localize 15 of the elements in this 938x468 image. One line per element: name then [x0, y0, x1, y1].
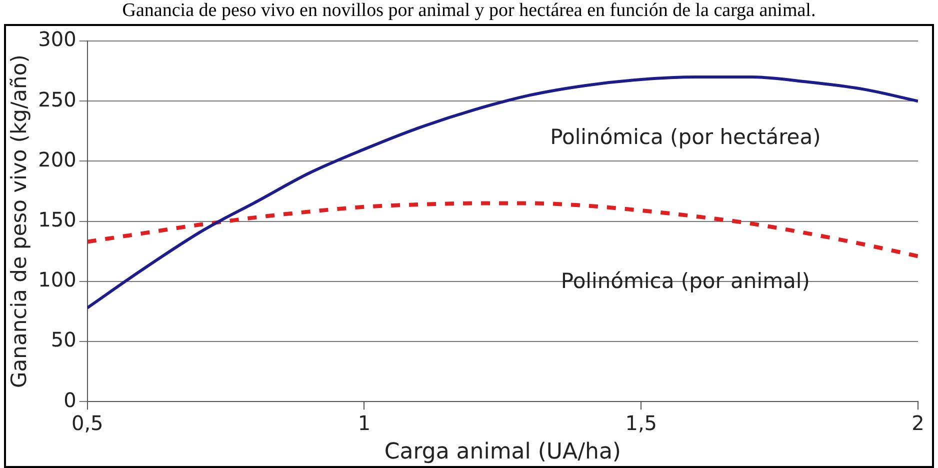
series-label: Polinómica (por hectárea)	[550, 124, 821, 149]
y-axis-title: Ganancia de peso vivo (kg/año)	[7, 54, 32, 388]
y-tick-label: 250	[38, 87, 76, 112]
y-tick-label: 300	[38, 27, 76, 52]
x-tick-label: 1	[358, 410, 371, 435]
y-tick-label: 100	[38, 268, 76, 292]
y-tick-label: 0	[64, 388, 76, 412]
chart-title: Ganancia de peso vivo en novillos por animal y por hectárea en función de la carga animal.	[121, 0, 817, 22]
x-axis-title: Carga animal (UA/ha)	[384, 440, 622, 465]
x-tick-label: 2	[912, 410, 924, 435]
x-tick-label: 1,5	[625, 410, 658, 435]
y-tick-label: 200	[38, 147, 76, 172]
y-tick-label: 50	[50, 328, 76, 352]
x-tick-label: 0,5	[71, 410, 104, 435]
y-tick-label: 150	[38, 208, 76, 232]
